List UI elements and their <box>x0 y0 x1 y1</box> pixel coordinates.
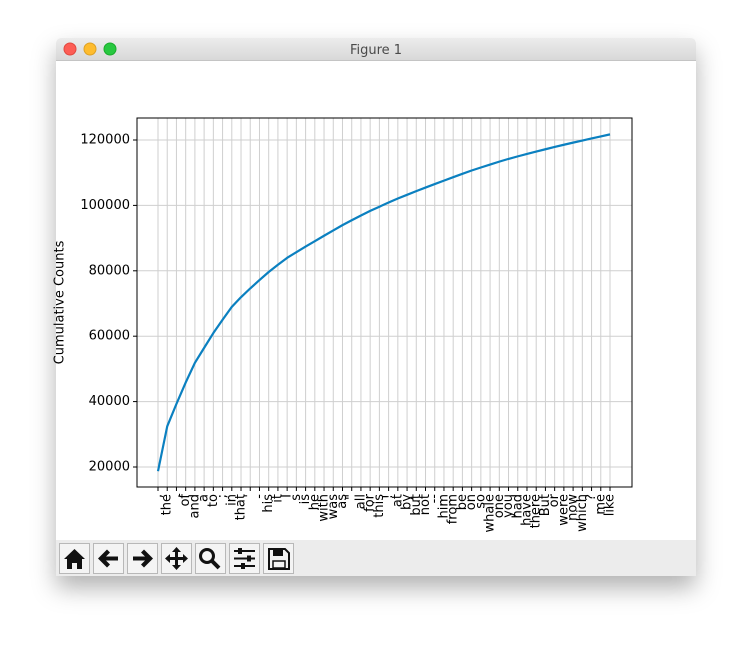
x-tick-label: have <box>519 494 534 526</box>
x-tick-label: " <box>344 494 359 500</box>
title-bar <box>56 38 696 60</box>
x-tick-label: had <box>510 494 525 518</box>
x-tick-label: one <box>492 494 507 518</box>
x-tick-label: this <box>372 494 387 518</box>
data-line <box>156 133 611 472</box>
forward-button[interactable] <box>127 543 158 574</box>
x-tick-label: s <box>289 494 304 501</box>
home-button[interactable] <box>59 543 90 574</box>
x-tick-label: was <box>326 494 341 520</box>
back-button[interactable] <box>93 543 124 574</box>
x-tick-label: ? <box>584 494 599 501</box>
y-axis-label: Cumulative Counts <box>53 240 68 364</box>
close-button[interactable] <box>63 42 77 56</box>
x-tick-label: of <box>178 494 193 507</box>
x-tick-label: But <box>538 494 553 516</box>
y-tick-label: 40000 <box>89 394 130 409</box>
x-tick-label: were <box>556 494 571 526</box>
x-tick-label: you <box>501 494 516 518</box>
x-tick-label: ' <box>243 494 258 498</box>
x-tick-label: like <box>603 494 618 516</box>
y-tick-label: 120000 <box>80 133 130 148</box>
x-tick-label: that <box>234 494 249 520</box>
minimize-button[interactable] <box>83 42 97 56</box>
x-tick-label: but <box>409 494 424 516</box>
x-tick-label: whale <box>483 494 498 532</box>
toolbar-buttons <box>59 543 294 574</box>
x-tick-label: for <box>363 493 378 512</box>
axes-frame <box>136 117 633 488</box>
x-tick-label: and <box>187 494 202 518</box>
x-tick-label: not <box>418 494 433 515</box>
x-tick-label: on <box>464 494 479 510</box>
x-tick-label: be <box>455 494 470 510</box>
x-tick-label: ! <box>381 494 396 499</box>
configure-button[interactable] <box>229 543 260 574</box>
y-tick-label: 100000 <box>80 198 130 213</box>
window-title: Figure 1 <box>350 43 402 58</box>
x-tick-label: , <box>151 494 166 498</box>
save-button[interactable] <box>263 543 294 574</box>
x-tick-label: I <box>280 494 295 498</box>
x-tick-label: is <box>298 494 313 505</box>
x-tick-label: it <box>270 494 285 503</box>
plot: ,the.ofandato;inthat'-hisitIsishewithwas… <box>53 117 633 532</box>
x-tick-label: to <box>206 494 221 507</box>
x-tick-label: . <box>169 494 184 498</box>
x-tick-label: all <box>353 494 368 509</box>
x-tick-label: which <box>575 494 590 532</box>
y-tick-label: 80000 <box>89 263 130 278</box>
x-tick-label: - <box>252 494 267 499</box>
x-tick-label: with <box>317 494 332 522</box>
pan-button[interactable] <box>161 543 192 574</box>
x-tick-label: as <box>335 494 350 509</box>
zoom-tool-button[interactable] <box>195 543 226 574</box>
x-tick-label: -- <box>427 494 442 504</box>
x-tick-label: the <box>160 494 175 515</box>
x-tick-label: from <box>446 494 461 524</box>
plot-area <box>137 118 632 487</box>
x-tick-label: in <box>224 494 239 506</box>
x-tick-label: he <box>307 494 322 510</box>
x-tick-label: now <box>566 494 581 521</box>
x-tick-label: at <box>390 494 405 507</box>
x-tick-label: by <box>400 494 415 510</box>
x-tick-label: so <box>473 494 488 509</box>
x-tick-label: him <box>436 494 451 519</box>
y-tick-label: 60000 <box>89 329 130 344</box>
x-tick-label: ; <box>215 494 230 498</box>
x-tick-label: a <box>197 494 212 502</box>
zoom-button[interactable] <box>103 42 117 56</box>
x-tick-label: his <box>261 494 276 513</box>
y-tick-label: 20000 <box>89 459 130 474</box>
x-tick-label: or <box>547 493 562 507</box>
x-tick-label: there <box>529 494 544 528</box>
x-tick-label: me <box>593 494 608 515</box>
